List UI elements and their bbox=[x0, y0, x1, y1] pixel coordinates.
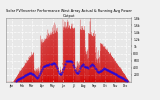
Title: Solar PV/Inverter Performance West Array Actual & Running Avg Power Output: Solar PV/Inverter Performance West Array… bbox=[6, 9, 132, 18]
